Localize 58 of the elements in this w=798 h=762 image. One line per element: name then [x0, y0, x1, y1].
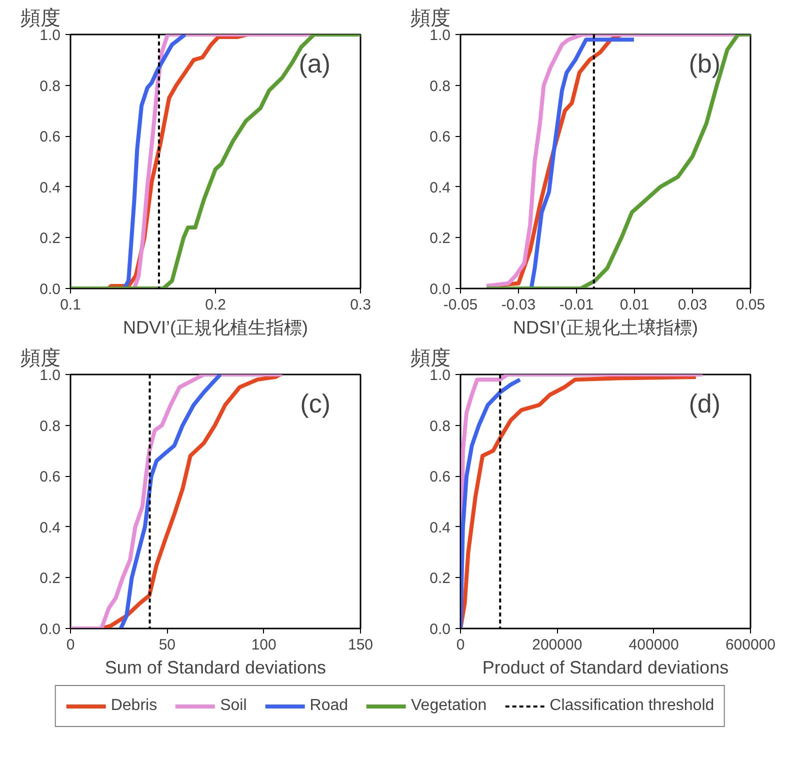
- x-tick-label: 150: [348, 636, 374, 654]
- x-tick-label: 400000: [628, 636, 679, 654]
- y-tick-label: 0.0: [40, 281, 61, 298]
- y-tick-label: 0.6: [430, 468, 451, 486]
- y-tick-label: 0.2: [430, 230, 451, 248]
- y-tick-label: 0.8: [430, 418, 451, 435]
- legend-label: Soil: [220, 697, 247, 715]
- x-axis-title: Product of Standard deviations: [482, 658, 729, 678]
- y-tick-label: 1.0: [430, 27, 451, 44]
- y-tick-label: 0.2: [40, 570, 61, 588]
- y-axis-title: 頻度: [410, 348, 450, 370]
- legend-label: Classification threshold: [550, 697, 714, 715]
- y-tick-label: 0.8: [40, 78, 61, 95]
- x-axis-title: NDVI’(正規化植生指標): [123, 318, 308, 338]
- y-tick-label: 0.4: [430, 179, 451, 196]
- x-tick-label: 200000: [532, 636, 582, 654]
- y-tick-label: 0.4: [40, 179, 61, 196]
- legend-label: Vegetation: [411, 697, 487, 715]
- x-tick-label: 0.05: [736, 296, 766, 314]
- y-axis-title: 頻度: [20, 8, 60, 30]
- y-tick-label: 0.8: [40, 418, 61, 435]
- y-tick-label: 0.6: [40, 468, 61, 486]
- y-tick-label: 0.6: [40, 128, 61, 146]
- y-tick-label: 1.0: [40, 367, 61, 384]
- x-tick-label: -0.05: [443, 296, 478, 314]
- annotation: (d): [688, 388, 721, 418]
- y-tick-label: 0.4: [40, 519, 61, 536]
- y-axis-title: 頻度: [20, 348, 60, 370]
- x-tick-label: -0.01: [559, 296, 594, 314]
- y-tick-label: 0.0: [430, 281, 451, 298]
- x-tick-label: 0.01: [620, 296, 650, 314]
- x-axis-title: NDSI’(正規化土壌指標): [513, 318, 698, 338]
- x-tick-label: 0: [456, 636, 465, 654]
- x-tick-label: 0.2: [205, 296, 226, 314]
- x-tick-label: 0.03: [678, 296, 708, 314]
- annotation: (b): [688, 48, 721, 78]
- legend-label: Debris: [110, 697, 158, 715]
- y-tick-label: 1.0: [40, 27, 61, 44]
- x-tick-label: -0.03: [501, 296, 536, 314]
- annotation: (c): [300, 388, 331, 418]
- x-tick-label: 600000: [725, 636, 776, 654]
- legend-label: Road: [310, 697, 348, 715]
- y-tick-label: 0.2: [40, 230, 61, 248]
- x-tick-label: 0.1: [60, 296, 81, 314]
- y-axis-title: 頻度: [410, 8, 450, 30]
- y-tick-label: 0.6: [430, 128, 451, 146]
- y-tick-label: 0.2: [430, 570, 451, 588]
- y-tick-label: 0.0: [40, 621, 61, 638]
- y-tick-label: 0.8: [430, 78, 451, 95]
- y-tick-label: 0.0: [430, 621, 451, 638]
- y-tick-label: 0.4: [430, 519, 451, 536]
- x-tick-label: 50: [158, 636, 176, 654]
- x-tick-label: 100: [251, 636, 276, 654]
- x-axis-title: Sum of Standard deviations: [104, 658, 326, 678]
- y-tick-label: 1.0: [430, 367, 451, 384]
- x-tick-label: 0.3: [350, 296, 371, 314]
- annotation: (a): [298, 48, 331, 78]
- x-tick-label: 0: [66, 636, 75, 654]
